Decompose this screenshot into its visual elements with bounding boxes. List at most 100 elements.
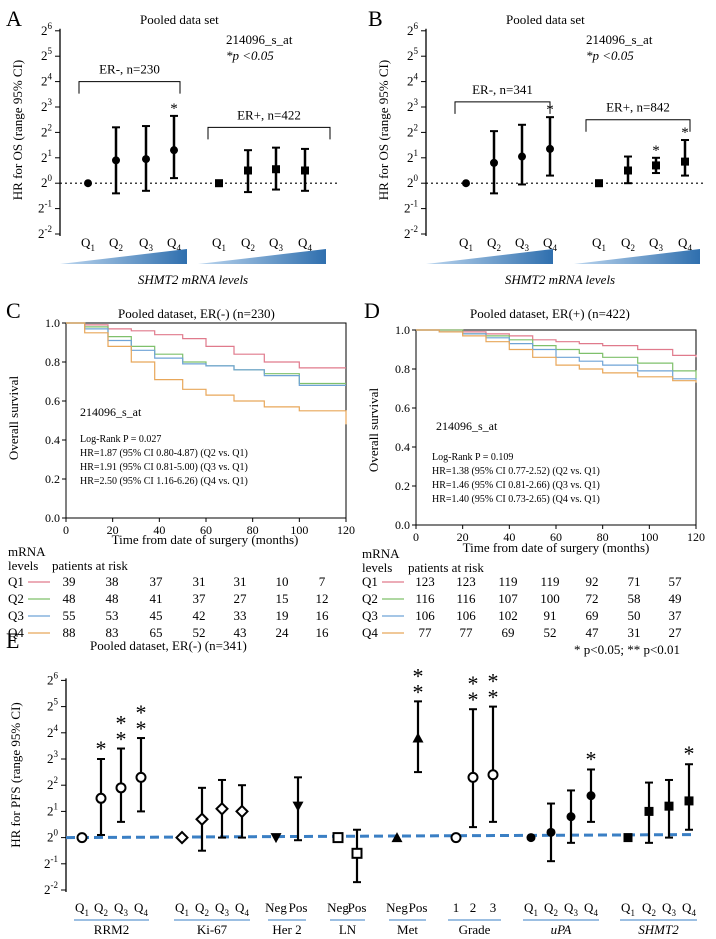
panel-d-probe: 214096_s_at <box>436 419 498 433</box>
risk-count: 123 <box>456 574 476 589</box>
risk-header-mrna: mRNA <box>362 546 400 561</box>
survival-curve-q4 <box>416 329 697 383</box>
hr-point <box>595 179 603 188</box>
category-label: Q1 <box>459 235 473 253</box>
risk-count: 27 <box>669 625 683 640</box>
hr-point <box>467 771 479 783</box>
hr-point <box>526 833 536 843</box>
risk-count: 65 <box>150 625 163 640</box>
panel-b-y-axis-label: HR for OS (range 95% CI) <box>376 60 391 200</box>
hr-point <box>142 155 150 164</box>
category-label: Neg <box>265 900 287 915</box>
hr-point <box>412 732 424 743</box>
significance-mark: * <box>586 746 597 771</box>
panel-c-stat-logrank: Log-Rank P = 0.027 <box>80 434 161 445</box>
risk-count: 91 <box>544 608 557 623</box>
significance-mark: * <box>116 727 127 752</box>
x-tick-label: 80 <box>247 523 259 537</box>
risk-count: 10 <box>276 574 289 589</box>
risk-count: 71 <box>628 574 641 589</box>
panel-a-pnote: *p <0.05 <box>226 48 274 63</box>
category-label: Q3 <box>515 235 529 253</box>
hr-point <box>332 832 344 844</box>
significance-mark: * <box>488 685 499 710</box>
panel-b-wedge-er-neg <box>426 249 553 264</box>
y-tick-label: 0.8 <box>45 355 60 369</box>
risk-count: 119 <box>498 574 517 589</box>
risk-count: 92 <box>586 574 599 589</box>
significance-mark: * <box>170 101 178 117</box>
panel-letter-e: E <box>6 628 19 653</box>
risk-count: 119 <box>540 574 559 589</box>
panel-d-stat-q3: HR=1.46 (95% CI 0.81-2.66) (Q3 vs. Q1) <box>432 480 600 491</box>
category-label: 3 <box>490 900 497 915</box>
panel-c-y-axis-label: Overall survival <box>6 376 21 461</box>
group-bracket <box>207 126 331 140</box>
risk-count: 77 <box>419 625 433 640</box>
hr-point <box>566 812 576 822</box>
risk-count: 24 <box>276 625 290 640</box>
group-label: RRM2 <box>94 922 129 937</box>
hr-point <box>76 832 88 844</box>
x-tick-label: 0 <box>413 530 419 544</box>
y-tick-label: 21 <box>41 148 52 165</box>
hr-point <box>490 158 498 167</box>
risk-count: 7 <box>319 574 326 589</box>
category-label: Pos <box>348 900 367 915</box>
hr-point <box>487 769 499 781</box>
risk-row-label: Q1 <box>362 574 378 589</box>
y-tick-label: 0.6 <box>395 401 410 415</box>
category-label: Q1 <box>621 900 635 918</box>
risk-count: 48 <box>63 591 76 606</box>
risk-header-patients: patients at risk <box>52 558 128 573</box>
hr-point <box>175 830 189 845</box>
group-bracket <box>585 119 691 132</box>
hr-point <box>624 166 632 175</box>
risk-count: 106 <box>456 608 476 623</box>
risk-count: 52 <box>544 625 557 640</box>
panel-a-y-axis-label: HR for OS (range 95% CI) <box>10 60 25 200</box>
y-tick-label: 0.4 <box>45 433 60 447</box>
category-label: Pos <box>409 900 428 915</box>
significance-mark: * <box>652 143 660 159</box>
significance-mark: * <box>96 736 107 761</box>
significance-mark: * <box>468 671 479 696</box>
category-label: Q4 <box>682 900 696 918</box>
risk-count: 53 <box>106 608 119 623</box>
risk-header-levels: levels <box>8 558 38 573</box>
y-tick-label: 1.0 <box>395 323 410 337</box>
significance-mark: * <box>413 663 424 688</box>
x-tick-label: 80 <box>597 530 609 544</box>
risk-row-label: Q1 <box>8 574 24 589</box>
survival-curve-q3 <box>66 322 346 386</box>
risk-count: 88 <box>63 625 76 640</box>
y-tick-label: 0.4 <box>395 440 410 454</box>
hr-point <box>546 827 556 837</box>
reference-line <box>65 833 693 840</box>
y-tick-label: 26 <box>407 21 419 38</box>
category-label: Pos <box>289 900 308 915</box>
significance-mark: * <box>413 679 424 704</box>
category-label: Q1 <box>524 900 538 918</box>
risk-header-mrna: mRNA <box>8 544 46 559</box>
y-tick-label: 2-1 <box>404 199 418 216</box>
significance-mark: * <box>684 741 695 766</box>
panel-e-pnote: * p<0.05; ** p<0.01 <box>574 642 680 657</box>
category-label: Q4 <box>678 235 692 253</box>
panel-a-plot: 2-2 2-1 20 21 22 23 24 25 26 ER-, n=230 Q1 Q2 Q3 * Q4 E… <box>38 21 340 253</box>
group-label: Met <box>397 922 418 937</box>
category-label: Q1 <box>81 235 95 253</box>
hr-point <box>112 156 120 165</box>
category-label: Q4 <box>167 235 181 253</box>
category-label: Q2 <box>241 235 255 253</box>
risk-count: 69 <box>586 608 599 623</box>
panel-c-title: Pooled dataset, ER(-) (n=230) <box>118 306 275 321</box>
risk-count: 39 <box>63 574 76 589</box>
x-tick-label: 40 <box>503 530 515 544</box>
risk-count: 116 <box>456 591 476 606</box>
risk-count: 57 <box>669 574 683 589</box>
hr-point <box>546 144 554 153</box>
x-tick-label: 20 <box>457 530 469 544</box>
